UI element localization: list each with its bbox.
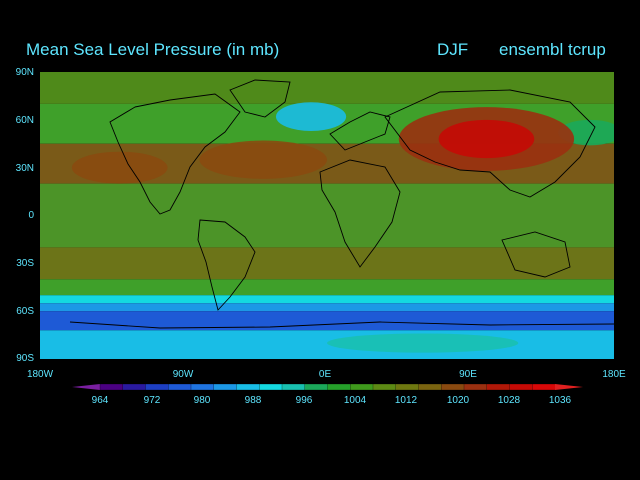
lon-label-180e: 180E bbox=[602, 369, 626, 380]
colorbar-swatch-7 bbox=[259, 383, 283, 391]
colorbar-label-964: 964 bbox=[91, 395, 109, 406]
colorbar-swatch-4 bbox=[190, 383, 215, 391]
colorbar-label-1020: 1020 bbox=[446, 395, 470, 406]
lon-label-0e: 0E bbox=[318, 369, 332, 380]
pressure-band-5 bbox=[40, 279, 614, 296]
pressure-band-4 bbox=[40, 247, 614, 280]
pressure-high-region-0 bbox=[438, 119, 535, 159]
colorbar-swatch-13 bbox=[395, 383, 420, 391]
colorbar-swatch-5 bbox=[213, 383, 238, 391]
lat-label-equator: 0 bbox=[28, 210, 34, 221]
pressure-band-3 bbox=[40, 183, 614, 248]
lon-label-90e: 90E bbox=[459, 369, 477, 380]
map-title: Mean Sea Level Pressure (in mb) bbox=[26, 40, 280, 59]
colorbar-swatch-8 bbox=[281, 383, 306, 391]
colorbar-swatch-1 bbox=[122, 383, 147, 391]
pressure-band-9 bbox=[40, 330, 614, 359]
pressure-high-region-2 bbox=[199, 140, 327, 179]
lat-label-30s: 30S bbox=[16, 258, 34, 269]
lon-label-90w: 90W bbox=[172, 369, 194, 380]
colorbar-swatch-18 bbox=[509, 383, 533, 391]
colorbar-label-972: 972 bbox=[143, 395, 161, 406]
colorbar-swatch-14 bbox=[418, 383, 442, 391]
pressure-high-region-3 bbox=[71, 151, 168, 184]
season-label: DJF bbox=[437, 40, 469, 59]
colorbar-label-988: 988 bbox=[244, 395, 262, 406]
colorbar-label-996: 996 bbox=[295, 395, 313, 406]
colorbar-swatch-11 bbox=[350, 383, 374, 391]
pressure-band-6 bbox=[40, 295, 614, 304]
lat-label-30n: 30N bbox=[15, 163, 34, 174]
lat-label-90n: 90N bbox=[15, 67, 34, 78]
colorbar-label-1036: 1036 bbox=[548, 395, 572, 406]
pressure-band-8 bbox=[40, 311, 614, 331]
pressure-map bbox=[40, 72, 614, 359]
colorbar-label-1004: 1004 bbox=[343, 395, 367, 406]
colorbar bbox=[72, 383, 583, 391]
colorbar-swatch-15 bbox=[441, 383, 465, 391]
lon-label-180w: 180W bbox=[26, 369, 54, 380]
colorbar-label-980: 980 bbox=[193, 395, 211, 406]
colorbar-label-1028: 1028 bbox=[497, 395, 521, 406]
colorbar-swatch-12 bbox=[372, 383, 397, 391]
pressure-low-region-4 bbox=[275, 102, 347, 131]
colorbar-swatch-17 bbox=[486, 383, 511, 391]
colorbar-swatch-2 bbox=[145, 383, 169, 391]
pressure-low-region-6 bbox=[327, 333, 519, 353]
colorbar-swatch-6 bbox=[236, 383, 260, 391]
colorbar-arrow-right bbox=[555, 384, 583, 390]
colorbar-swatch-19 bbox=[532, 383, 556, 391]
pressure-band-0 bbox=[40, 72, 614, 104]
colorbar-arrow-left bbox=[72, 384, 100, 390]
colorbar-swatch-9 bbox=[304, 383, 329, 391]
colorbar-swatch-16 bbox=[463, 383, 488, 391]
coastlines bbox=[69, 79, 614, 329]
colorbar-label-1012: 1012 bbox=[394, 395, 418, 406]
model-label: ensembl tcrup bbox=[499, 40, 606, 59]
colorbar-swatch-3 bbox=[168, 383, 192, 391]
pressure-band-7 bbox=[40, 303, 614, 312]
lat-label-60s: 60S bbox=[16, 306, 34, 317]
lat-label-60n: 60N bbox=[15, 115, 34, 126]
colorbar-swatch-0 bbox=[99, 383, 124, 391]
lat-label-90s: 90S bbox=[16, 353, 34, 364]
colorbar-swatch-10 bbox=[327, 383, 351, 391]
